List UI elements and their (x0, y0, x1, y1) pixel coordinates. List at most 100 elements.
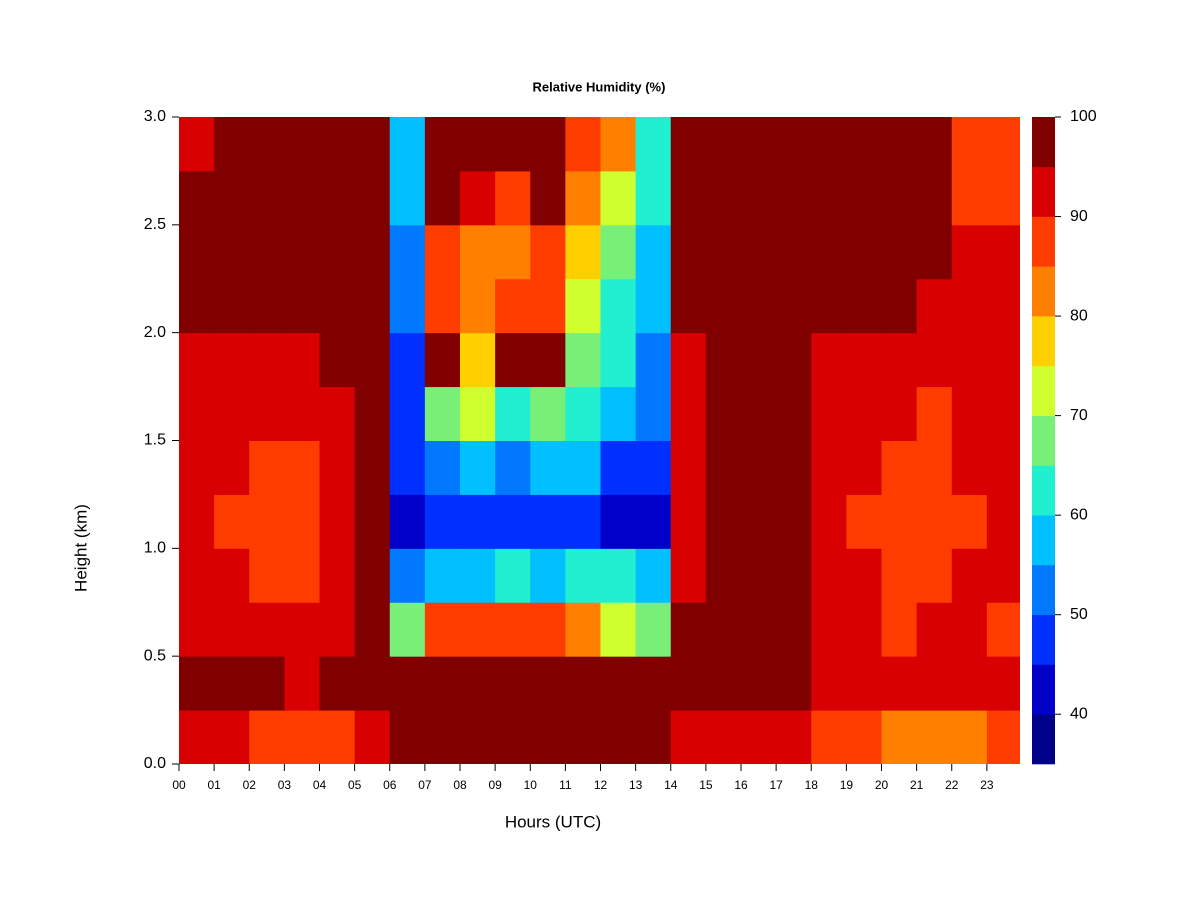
contour-cell (635, 494, 672, 549)
colorbar-tick-label: 100 (1070, 108, 1097, 125)
contour-cell (424, 170, 461, 226)
contour-cell (284, 170, 320, 226)
contour-cell (951, 602, 988, 657)
contour-cell (986, 117, 1020, 172)
contour-cell (986, 548, 1020, 603)
contour-cell (741, 656, 777, 711)
contour-cell (565, 656, 601, 711)
contour-cell (811, 278, 847, 334)
y-tick-label: 0.5 (144, 647, 166, 664)
x-tick-label: 17 (769, 778, 783, 792)
contour-cell (705, 548, 742, 603)
y-tick-label: 1.0 (144, 540, 166, 557)
contour-cell (705, 117, 742, 172)
contour-cell (179, 440, 215, 495)
contour-cell (600, 224, 637, 280)
contour-cell (319, 548, 356, 603)
colorbar-tick-label: 90 (1070, 208, 1088, 225)
contour-cell (916, 602, 953, 657)
contour-cell (389, 170, 426, 226)
contour-cell (951, 494, 988, 549)
contour-cell (670, 278, 707, 334)
x-tick-label: 02 (243, 778, 257, 792)
contour-cell (811, 170, 847, 226)
contour-cell (249, 332, 285, 388)
x-tick-label: 13 (629, 778, 643, 792)
contour-cell (670, 224, 707, 280)
x-tick-label: 05 (348, 778, 362, 792)
contour-cell (776, 386, 812, 441)
contour-cell (460, 656, 496, 711)
contour-cell (635, 548, 672, 603)
contour-cell (776, 710, 812, 764)
contour-cell (214, 224, 250, 280)
contour-cell (741, 602, 777, 657)
contour-cell (354, 440, 391, 495)
contour-cell (811, 386, 847, 441)
contour-cell (986, 278, 1020, 334)
x-tick-label: 03 (278, 778, 292, 792)
contour-cell (214, 170, 250, 226)
contour-cell (179, 656, 215, 711)
contour-cell (635, 170, 672, 226)
contour-cell (530, 224, 566, 280)
x-tick-label: 18 (805, 778, 819, 792)
contour-cell (600, 332, 637, 388)
contour-cell (284, 332, 320, 388)
contour-cell (495, 278, 531, 334)
colorbar-band (1032, 316, 1055, 367)
contour-cell (635, 117, 672, 172)
contour-cell (249, 710, 285, 764)
contour-cell (565, 602, 601, 657)
contour-cell (670, 117, 707, 172)
contour-cell (635, 602, 672, 657)
contour-cell (389, 440, 426, 495)
colorbar-band (1032, 564, 1055, 615)
contour-cell (565, 332, 601, 388)
contour-cell (495, 602, 531, 657)
contour-cell (916, 548, 953, 603)
contour-cell (460, 386, 496, 441)
contour-cell (776, 494, 812, 549)
colorbar-tick-label: 70 (1070, 407, 1088, 424)
contour-cell (424, 440, 461, 495)
contour-cell (495, 710, 531, 764)
contour-cell (600, 548, 637, 603)
contour-cell (530, 170, 566, 226)
contour-cell (846, 710, 882, 764)
contour-cell (846, 440, 882, 495)
contour-cell (986, 656, 1020, 711)
contour-cell (600, 386, 637, 441)
x-tick-label: 14 (664, 778, 678, 792)
contour-cell (179, 332, 215, 388)
contour-cell (389, 386, 426, 441)
colorbar-tick-label: 80 (1070, 307, 1088, 324)
contour-cell (951, 386, 988, 441)
contour-cell (424, 278, 461, 334)
contour-cell (530, 386, 566, 441)
contour-cell (741, 386, 777, 441)
contour-cell (354, 710, 391, 764)
contour-cell (214, 278, 250, 334)
contour-cell (916, 710, 953, 764)
contour-cell (249, 440, 285, 495)
contour-cell (424, 117, 461, 172)
contour-cell (249, 548, 285, 603)
contour-cell (214, 117, 250, 172)
contour-cell (284, 224, 320, 280)
contour-cell (846, 656, 882, 711)
contour-cell (179, 494, 215, 549)
contour-cell (776, 440, 812, 495)
colorbar-band (1032, 117, 1055, 168)
contour-cell (705, 332, 742, 388)
contour-cell (389, 656, 426, 711)
x-tick-label: 11 (559, 778, 572, 792)
contour-cell (495, 656, 531, 711)
contour-cell (881, 224, 918, 280)
contour-cell (460, 170, 496, 226)
contour-cell (811, 710, 847, 764)
contour-cell (424, 656, 461, 711)
colorbar-band (1032, 465, 1055, 516)
contour-cell (565, 710, 601, 764)
x-tick-label: 07 (418, 778, 432, 792)
